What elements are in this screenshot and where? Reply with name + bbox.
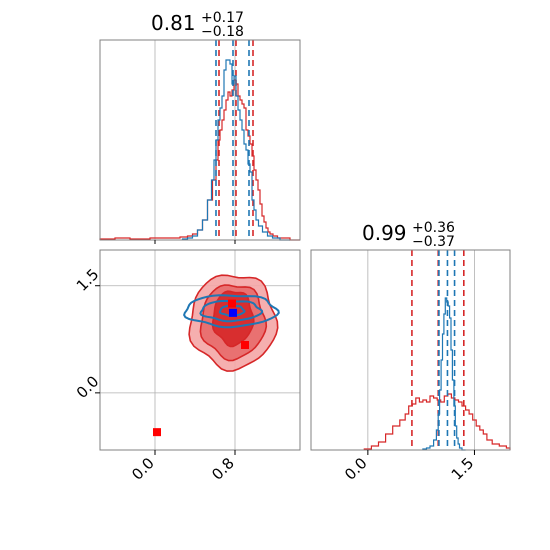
title-minus-1: −0.37: [412, 234, 455, 250]
hist1-step-line-series-0: [363, 393, 511, 450]
histogram-panel-param-1: 0.0 1.5: [310, 249, 511, 484]
sample-marker: [153, 428, 161, 437]
sample-marker: [229, 308, 237, 317]
title-median-0: 0.81: [151, 11, 196, 35]
contour-xtick-label: 0.8: [208, 454, 238, 484]
hist0-frame: [99, 39, 301, 241]
title-median-1: 0.99: [362, 221, 407, 245]
title-minus-0: −0.18: [201, 24, 244, 40]
hist0-background: [100, 40, 300, 240]
hist1-background: [311, 250, 510, 450]
contour-frame: [99, 249, 301, 451]
title-plus-0: +0.17: [201, 10, 244, 26]
sample-marker: [228, 299, 236, 308]
title-plus-1: +0.36: [412, 220, 455, 236]
contour-ytick-label: 1.5: [73, 265, 103, 295]
blue-contour-level-0: [183, 294, 280, 329]
contour-ytick-label: 0.0: [73, 372, 103, 402]
contour-panel: 0.0 0.8 0.0 1.5: [73, 249, 301, 484]
blue-contour-level-2: [218, 304, 246, 317]
histogram-panel-param-0: [99, 39, 301, 244]
hist1-frame: [310, 249, 511, 451]
hist0-step-line-series-1: [181, 59, 290, 241]
sample-marker: [241, 341, 249, 349]
hist1-xtick-label: 1.5: [448, 454, 478, 484]
contour-xtick-label: 0.0: [128, 454, 158, 484]
hist1-xtick-label: 0.0: [341, 454, 371, 484]
title-param-0: 0.81 +0.17 −0.18: [151, 10, 244, 40]
title-param-1: 0.99 +0.36 −0.37: [362, 220, 455, 250]
blue-contour-level-1: [199, 299, 264, 323]
